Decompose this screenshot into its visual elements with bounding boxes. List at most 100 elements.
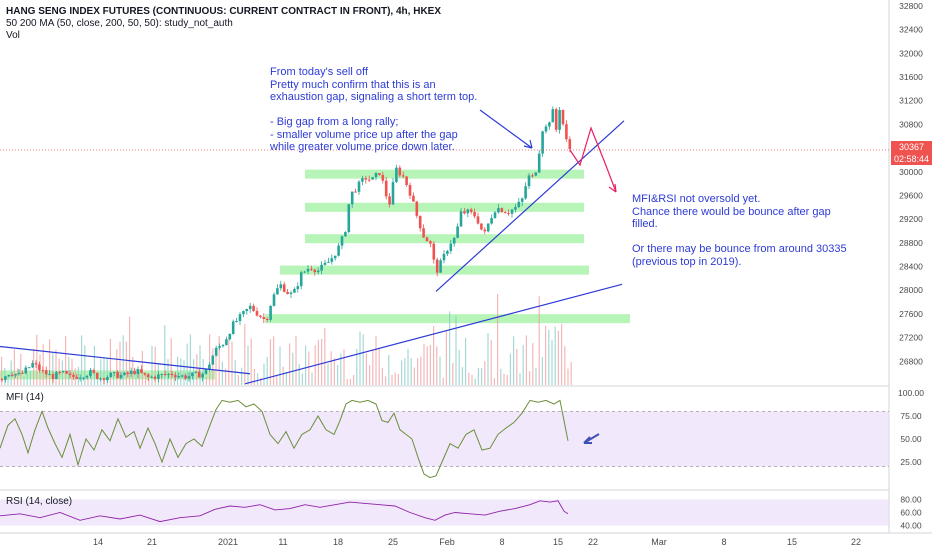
volume-bar [148,378,150,385]
candle-body [167,373,170,375]
candle-body [296,286,300,290]
candle-body [558,109,561,130]
volume-bar [308,351,310,385]
volume-bar [193,359,195,385]
candle-body [95,372,99,379]
candle-body [180,375,184,377]
candle-body [473,211,476,217]
trendline-down-trend [0,345,251,375]
volume-bar [346,379,348,385]
candle-body [245,309,249,312]
candle-body [265,318,269,320]
volume-bar [321,339,323,385]
volume-bar [196,354,198,385]
candle-body [561,109,565,125]
candle-body [136,369,140,374]
time-axis-tick-label: 22 [851,537,861,547]
candle-body [211,355,215,365]
volume-bar [500,368,502,385]
time-axis-tick-label: 8 [499,537,504,547]
candle-body [452,237,456,244]
volume-bar [61,360,63,385]
volume-bar [253,369,255,385]
candle-body [371,177,374,180]
candle-body [490,218,493,224]
volume-bar [506,374,508,385]
volume-bar [13,349,15,385]
candle-body [507,212,510,214]
volume-bar [410,358,412,385]
volume-bar [564,346,566,385]
volume-bar [186,343,188,385]
volume-bar [340,353,342,385]
volume-bar [125,341,127,385]
annotation-right-note[interactable]: MFI&RSI not oversold yet. Chance there wo… [632,193,847,268]
candle-body [89,370,92,376]
volume-bar [7,375,9,385]
candle-body [75,376,79,379]
rsi-axis-tick-label: 40.00 [900,521,922,531]
candle-body [0,379,4,381]
candle-body [153,376,157,379]
volume-bar [433,326,435,385]
volume-bar [97,378,99,385]
support-resistance-zone [305,202,584,212]
candle-body [92,370,96,373]
volume-bar [266,356,268,385]
time-axis-tick-label: 25 [388,537,398,547]
price-axis-tick-label: 30000 [899,167,923,177]
volume-bar [385,376,387,385]
candle-body [503,212,507,214]
volume-bar [183,360,185,385]
candle-body [170,373,174,376]
volume-bar [132,357,134,385]
candle-body [439,260,442,273]
volume-bar [269,339,271,385]
volume-bar [116,349,118,385]
trendline-long-term-uptrend [244,283,623,385]
volume-bar [52,351,54,385]
candle-body [282,284,286,292]
volume-bar [541,357,543,385]
volume-bar [493,378,495,385]
candle-body [116,371,119,379]
volume-bar [365,353,367,385]
volume-bar [554,326,556,385]
volume-bar [423,343,425,385]
mfi-axis-tick-label: 100.00 [898,388,924,398]
candle-body [34,363,38,365]
volume-bar [305,345,307,385]
volume-bar [36,334,38,385]
ma-study-label: 50 200 MA (50, close, 200, 50, 50): stud… [6,18,233,29]
candle-body [544,126,548,132]
volume-bar [301,373,303,385]
time-axis-tick-label: 21 [147,537,157,547]
price-axis-tick-label: 32400 [899,25,923,35]
volume-bar [375,336,377,385]
projection-path [569,126,617,193]
volume-bar [119,341,121,385]
candle-body [41,370,45,372]
projection-arrowhead [608,183,617,193]
top-note-line [270,104,477,117]
volume-bar [257,373,259,385]
volume-bar [276,375,278,385]
volume-bar [529,371,531,385]
price-axis-tick-label: 27200 [899,333,923,343]
top-note-line: Pretty much confirm that this is an [270,78,436,91]
candle-body [157,374,160,379]
volume-bar [519,373,521,385]
top-note-line: exhaustion gap, signaling a short term t… [270,91,478,103]
right-note-line: (previous top in 2019). [632,255,742,268]
candle-body [191,372,194,377]
candle-body [480,223,483,230]
candle-body [289,292,293,294]
candle-body [197,371,201,378]
candle-body [248,305,252,310]
annotation-top-note[interactable]: From today's sell off Pretty much confirm… [270,66,477,154]
candle-body [208,364,211,370]
candle-body [303,271,306,273]
candle-body [231,321,235,334]
